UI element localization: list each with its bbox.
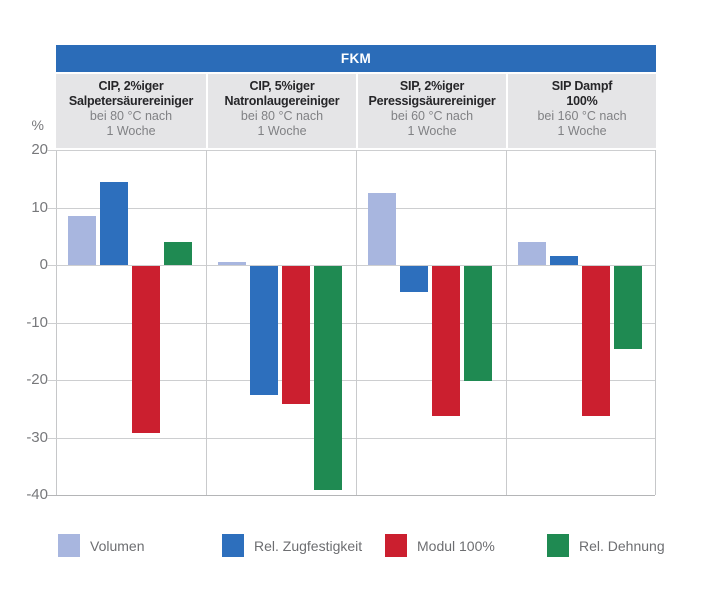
category-header-1-line-2: Natronlaugereiniger [224,94,340,108]
category-header-2: SIP, 2%iger Peressigsäurereiniger bei 60 °… [356,74,506,148]
bar-volumen-group-1 [218,262,246,265]
y-tick-label-20: 20 [31,141,48,158]
bar-volumen-group-0 [68,216,96,265]
category-header-3-line-4: 1 Woche [557,124,607,138]
gridline-20 [47,150,655,151]
category-header-1: CIP, 5%iger Natronlaugereiniger bei 80 °C … [206,74,356,148]
legend-label: Volumen [90,537,145,554]
gridline--30 [47,437,655,439]
bar-modul-100--group-2 [432,266,460,416]
category-header-2-line-4: 1 Woche [407,124,457,138]
legend-item-volumen: Volumen [58,534,144,557]
y-tick-label--10: -10 [26,313,48,331]
group-divider-2 [356,150,357,495]
gridline--10 [47,322,655,324]
y-tick-label-10: 10 [31,198,48,216]
bar-rel-zugfestigkeit-group-0 [100,181,128,265]
gridline-0 [47,265,655,266]
category-header-0-line-4: 1 Woche [106,124,156,138]
bar-rel-zugfestigkeit-group-1 [250,266,278,396]
group-divider-1 [206,150,207,495]
y-tick-label-0: 0 [39,256,48,273]
legend-item-rel-zugfestigkeit: Rel. Zugfestigkeit [222,534,362,557]
legend-swatch-icon [222,534,244,557]
y-tick-label--20: -20 [26,371,48,388]
category-header-0-line-1: CIP, 2%iger [98,79,164,93]
legend-item-modul-100-: Modul 100% [385,534,495,557]
bar-rel-zugfestigkeit-group-3 [550,256,578,265]
bar-rel-dehnung-group-2 [464,266,492,381]
category-header-0-line-3: bei 80 °C nach [89,109,173,123]
bar-rel-dehnung-group-0 [164,242,192,265]
bar-rel-zugfestigkeit-group-2 [400,266,428,292]
category-header-3: SIP Dampf 100% bei 160 °C nach 1 Woche [506,74,656,148]
y-axis-unit-label: % [31,117,44,133]
gridline-10 [47,207,655,209]
y-axis: % 20 10 0 -10 -20 -30 -40 [0,0,48,600]
legend-swatch-icon [58,534,80,557]
category-header-band: CIP, 2%iger Salpetersäurereiniger bei 80 °… [56,74,656,148]
legend-label: Rel. Dehnung [579,537,665,554]
bar-volumen-group-3 [518,242,546,265]
bar-modul-100--group-1 [282,266,310,404]
category-header-2-line-2: Peressigsäurereiniger [368,94,496,108]
plot-area [47,150,656,496]
legend-item-rel-dehnung: Rel. Dehnung [547,534,665,557]
group-divider-3 [506,150,507,495]
legend-label: Rel. Zugfestigkeit [254,537,363,554]
category-header-0-line-2: Salpetersäurereiniger [68,94,194,108]
category-header-3-line-1: SIP Dampf [551,79,613,93]
y-tick-label--30: -30 [26,428,48,446]
category-header-1-line-3: bei 80 °C nach [240,109,324,123]
category-header-2-line-3: bei 60 °C nach [390,109,474,123]
category-header-1-line-4: 1 Woche [257,124,307,138]
chart-legend: Volumen Rel. Zugfestigkeit Modul 100% Rel. … [0,528,709,568]
chart-title-bar: FKM [56,45,656,72]
legend-swatch-icon [385,534,407,557]
legend-swatch-icon [547,534,569,557]
bar-volumen-group-2 [368,193,396,265]
legend-label: Modul 100% [417,537,495,554]
gridline--40 [47,495,655,496]
gridline--20 [47,380,655,381]
bar-modul-100--group-0 [132,266,160,433]
bar-modul-100--group-3 [582,266,610,416]
category-header-1-line-1: CIP, 5%iger [249,79,315,93]
bar-rel-dehnung-group-3 [614,266,642,350]
category-header-0: CIP, 2%iger Salpetersäurereiniger bei 80 °… [56,74,206,148]
category-header-3-line-2: 100% [566,94,598,108]
chart-title: FKM [340,51,372,66]
bar-rel-dehnung-group-1 [314,266,342,491]
category-header-3-line-3: bei 160 °C nach [537,109,627,123]
category-header-2-line-1: SIP, 2%iger [399,79,465,93]
y-tick-label--40: -40 [26,486,48,503]
